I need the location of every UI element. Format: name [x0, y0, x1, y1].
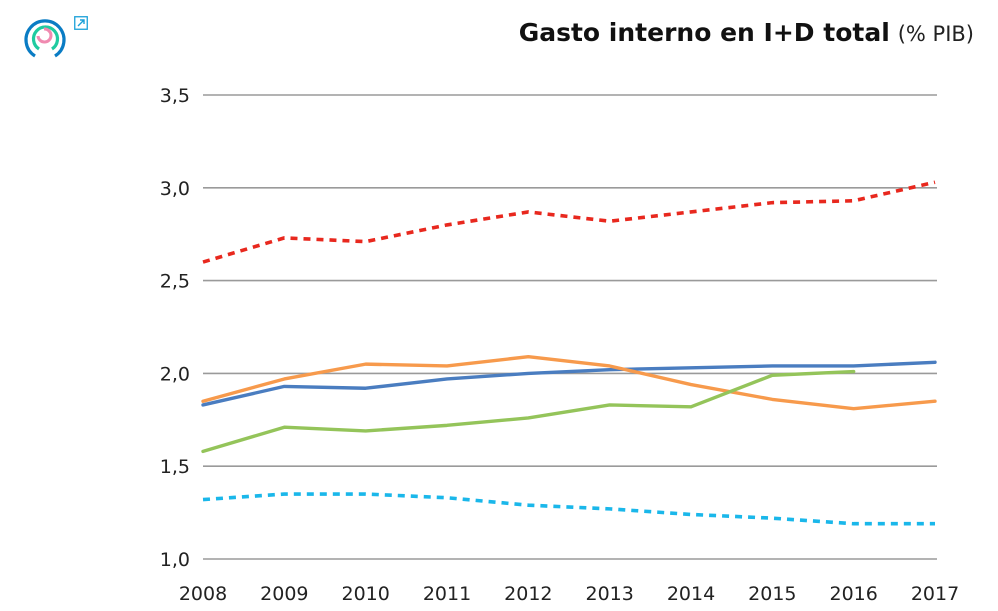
series-line-4	[202, 492, 935, 526]
series-line-2	[201, 354, 937, 411]
x-tick-label: 2012	[504, 583, 552, 605]
y-tick-label: 1,5	[160, 456, 190, 478]
gridlines	[203, 94, 937, 560]
y-tick-label: 3,5	[160, 85, 190, 107]
y-tick-label: 2,0	[160, 363, 190, 385]
x-axis-ticks: 2008 2009 2010 2011 2012 2013 2014 2015 2016 2017	[179, 583, 959, 605]
x-tick-label: 2011	[423, 583, 471, 605]
x-tick-label: 2015	[748, 583, 796, 605]
y-tick-label: 3,0	[160, 178, 190, 200]
circular-rings-logo-icon	[24, 19, 66, 58]
chart-title: Gasto interno en I+D total (% PIB)	[519, 18, 974, 47]
y-tick-label: 1,0	[160, 549, 190, 571]
external-link-arrow-icon[interactable]	[74, 16, 88, 30]
y-axis-ticks: 1,0 1,5 2,0 2,5 3,0 3,5	[160, 85, 190, 571]
x-tick-label: 2017	[911, 583, 959, 605]
series-line-1	[201, 360, 937, 407]
series-line-0	[202, 180, 936, 264]
x-tick-label: 2009	[260, 583, 308, 605]
x-tick-label: 2013	[585, 583, 633, 605]
series-lines	[201, 180, 937, 526]
y-tick-label: 2,5	[160, 271, 190, 293]
x-tick-label: 2008	[179, 583, 227, 605]
chart-title-unit: (% PIB)	[897, 22, 974, 46]
x-tick-label: 2010	[341, 583, 389, 605]
x-tick-label: 2016	[829, 583, 877, 605]
x-tick-label: 2014	[667, 583, 715, 605]
chart-title-main: Gasto interno en I+D total	[518, 18, 890, 47]
series-line-3	[201, 369, 856, 454]
